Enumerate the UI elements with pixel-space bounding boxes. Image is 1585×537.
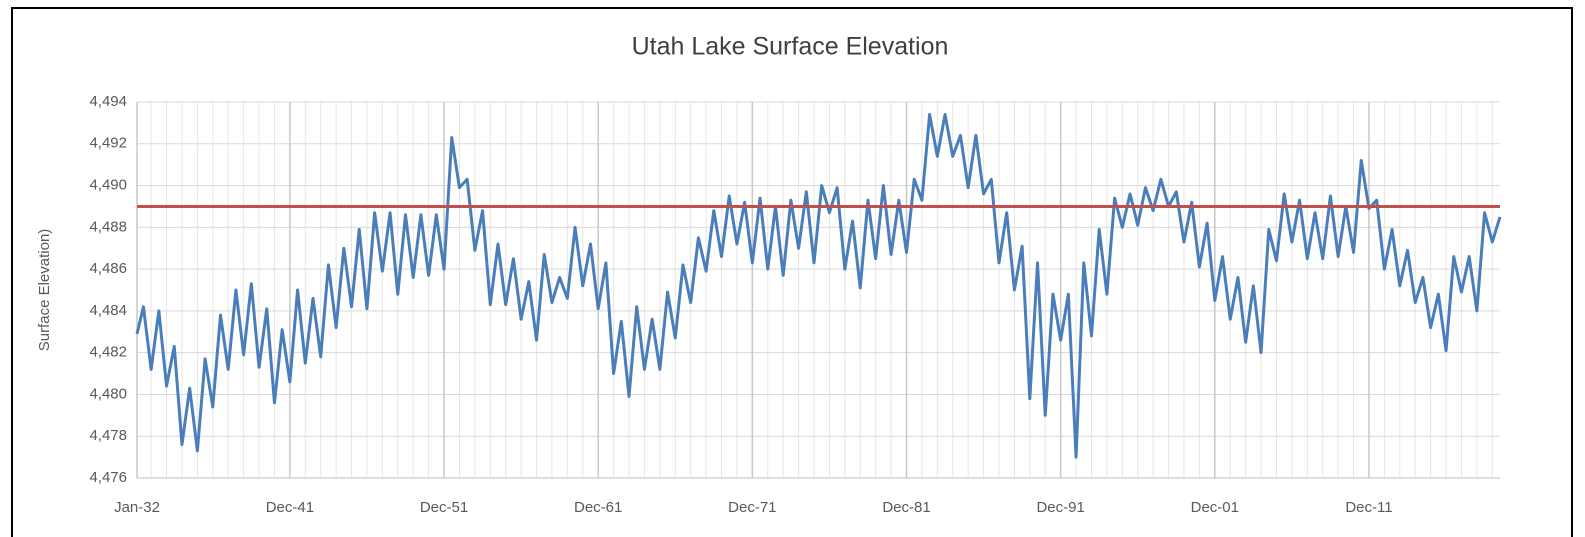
- chart-frame: [11, 7, 1573, 537]
- y-tick-label: 4,490: [89, 177, 127, 194]
- y-tick-label: 4,494: [89, 93, 127, 110]
- y-tick-label: 4,478: [89, 427, 127, 444]
- chart-title: Utah Lake Surface Elevation: [632, 33, 949, 61]
- x-tick-label: Dec-01: [1191, 499, 1239, 516]
- y-tick-label: 4,476: [89, 469, 127, 486]
- x-tick-label: Dec-71: [728, 499, 776, 516]
- x-tick-label: Dec-81: [882, 499, 930, 516]
- x-tick-label: Dec-41: [266, 499, 314, 516]
- x-tick-label: Dec-61: [574, 499, 622, 516]
- x-tick-label: Dec-91: [1036, 499, 1084, 516]
- data-line: [135, 113, 1502, 459]
- y-tick-label: 4,482: [89, 344, 127, 361]
- x-tick-label: Jan-32: [114, 499, 160, 516]
- x-tick-label: Dec-11: [1345, 499, 1392, 516]
- y-tick-label: 4,492: [89, 135, 127, 152]
- y-tick-label: 4,484: [89, 302, 127, 319]
- y-tick-label: 4,480: [89, 385, 127, 402]
- x-tick-label: Dec-51: [420, 499, 468, 516]
- y-tick-label: 4,486: [89, 260, 127, 277]
- y-tick-label: 4,488: [89, 218, 127, 235]
- y-axis-label: Surface Elevation): [36, 229, 53, 352]
